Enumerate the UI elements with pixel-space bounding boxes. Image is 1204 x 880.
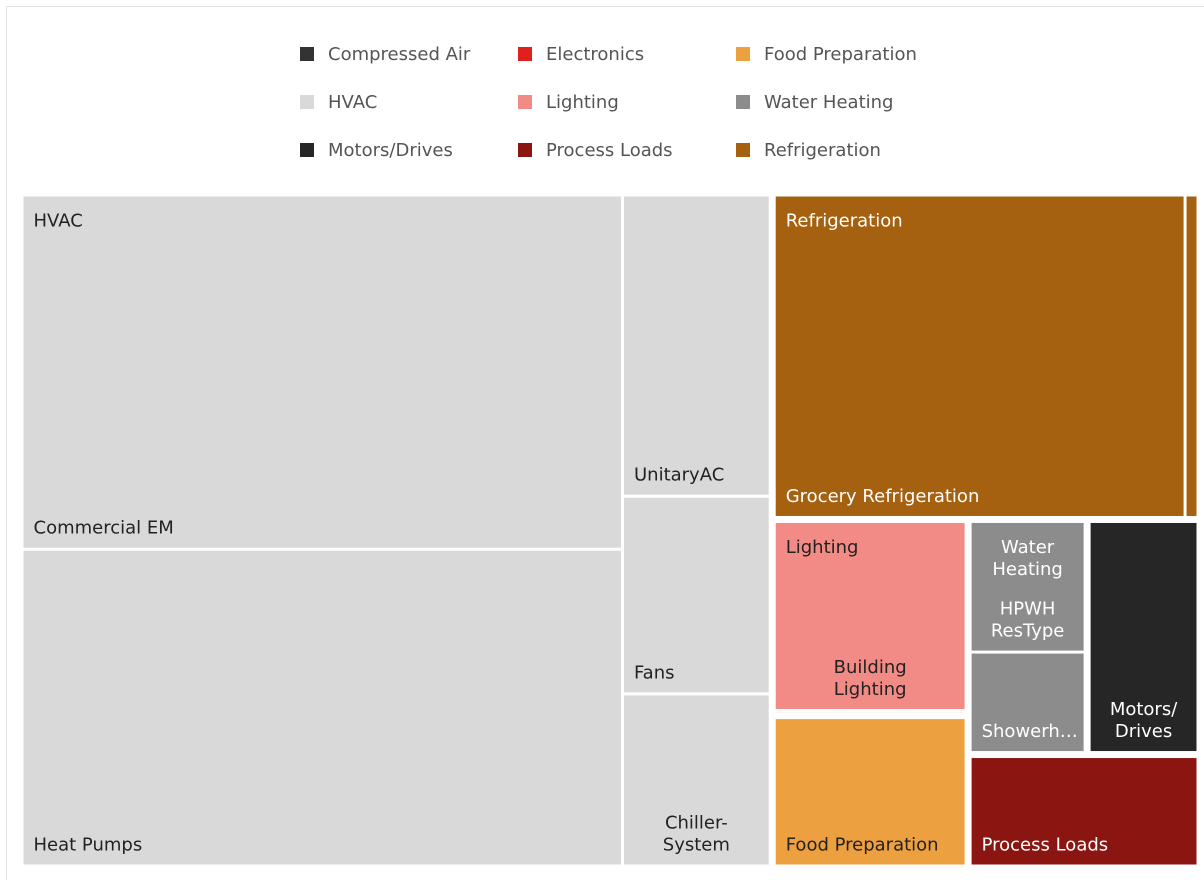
legend-swatch xyxy=(518,95,532,109)
tile xyxy=(1090,522,1197,752)
tile xyxy=(775,522,965,710)
tile-label: Fans xyxy=(634,662,675,683)
tile-label: Building Lighting xyxy=(834,657,907,700)
legend-swatch xyxy=(300,143,314,157)
tile xyxy=(971,522,1084,651)
legend-swatch xyxy=(518,47,532,61)
legend-label: Compressed Air xyxy=(328,44,471,65)
legend-label: Electronics xyxy=(546,44,644,65)
tile-label: Grocery Refrigeration xyxy=(786,486,980,507)
tile xyxy=(23,550,621,865)
tile-label: Commercial EM xyxy=(34,518,174,539)
legend-label: Food Preparation xyxy=(764,44,917,65)
frame xyxy=(6,6,1204,880)
legend-swatch xyxy=(736,95,750,109)
tile-label: Showerh… xyxy=(982,721,1078,742)
legend-swatch xyxy=(300,95,314,109)
group-label: HVAC xyxy=(34,211,83,232)
legend-label: Lighting xyxy=(546,92,619,113)
legend-label: Water Heating xyxy=(764,92,893,113)
legend-swatch xyxy=(736,143,750,157)
tile xyxy=(1186,196,1197,516)
tile xyxy=(623,497,769,693)
tile xyxy=(23,196,621,548)
tile-label: Process Loads xyxy=(982,835,1109,856)
group-label: Lighting xyxy=(786,537,859,558)
tile xyxy=(971,758,1197,865)
legend-swatch xyxy=(300,47,314,61)
legend-swatch xyxy=(518,143,532,157)
tile-label: Food Preparation xyxy=(786,835,939,856)
tile xyxy=(623,196,769,495)
legend-swatch xyxy=(736,47,750,61)
legend-label: Process Loads xyxy=(546,140,673,161)
tile-label: HPWH ResType xyxy=(991,599,1065,642)
tile-label: Motors/Drives xyxy=(1110,699,1178,742)
group-label: Refrigeration xyxy=(786,211,903,232)
tile xyxy=(971,653,1084,752)
tile-label: Chiller-System xyxy=(663,813,730,856)
tile xyxy=(775,719,965,865)
tile-label: Heat Pumps xyxy=(34,835,143,856)
legend-label: Motors/Drives xyxy=(328,140,453,161)
tile-label: UnitaryAC xyxy=(634,465,724,486)
tile xyxy=(623,695,769,865)
legend-label: HVAC xyxy=(328,92,377,113)
tile xyxy=(775,196,1184,516)
legend-label: Refrigeration xyxy=(764,140,881,161)
group-label: Water Heating xyxy=(992,537,1063,580)
